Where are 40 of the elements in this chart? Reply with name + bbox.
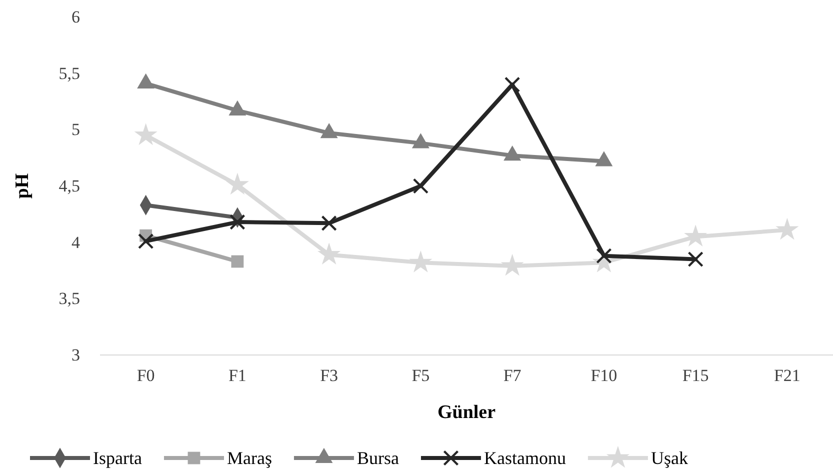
point <box>320 122 338 138</box>
point <box>595 151 613 166</box>
legend-label: Uşak <box>650 448 688 468</box>
point <box>231 255 244 268</box>
y-tick-label: 6 <box>72 7 80 26</box>
point <box>318 242 341 265</box>
point <box>776 218 799 240</box>
x-tick-label: F15 <box>682 366 709 386</box>
point <box>688 251 704 268</box>
x-tick-label: F7 <box>503 366 522 386</box>
point <box>228 100 246 116</box>
x-tick-label: F0 <box>136 366 155 386</box>
point <box>412 133 430 148</box>
legend-label: Isparta <box>93 448 142 468</box>
x-tick-label: F10 <box>590 366 618 386</box>
legend-label: Kastamonu <box>484 448 566 468</box>
point <box>321 215 337 232</box>
y-tick-label: 3 <box>72 345 80 364</box>
point <box>684 224 708 247</box>
x-tick-label: F5 <box>412 366 430 386</box>
x-tick-label: F1 <box>228 366 246 386</box>
y-tick-label: 5,5 <box>58 64 80 83</box>
y-tick-label: 3,5 <box>58 289 80 308</box>
legend-label: Bursa <box>356 448 399 468</box>
point <box>138 233 154 250</box>
point <box>409 250 432 272</box>
y-axis-title: pH <box>12 173 33 199</box>
x-tick-label: F3 <box>320 366 338 386</box>
point <box>412 178 429 194</box>
x-axis-title: Günler <box>437 402 496 423</box>
legend-label: Maraş <box>226 448 272 468</box>
point <box>134 123 158 146</box>
point <box>226 172 249 195</box>
point <box>504 146 522 161</box>
point <box>500 254 524 276</box>
point <box>137 73 155 89</box>
x-tick-label: F21 <box>774 366 800 386</box>
y-tick-label: 4 <box>72 232 80 252</box>
y-tick-label: 5 <box>72 120 80 140</box>
y-tick-label: 4,5 <box>58 176 80 196</box>
